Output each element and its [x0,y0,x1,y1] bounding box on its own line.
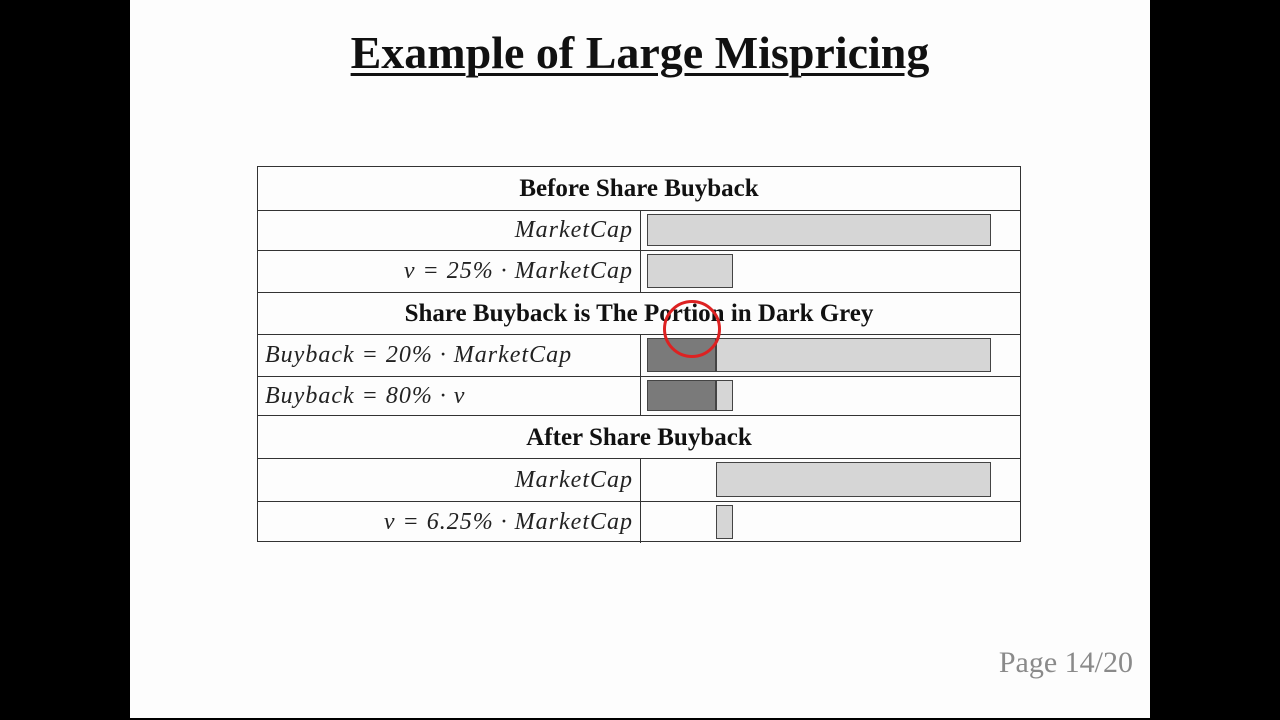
bar-cell [641,211,1020,250]
cursor-highlight-icon [663,300,721,358]
bar-cell [641,502,1020,543]
table-row: Buyback = 80% · v [258,376,1020,415]
bar-cell [641,251,1020,292]
bar-cell [641,459,1020,501]
table-header-row: After Share Buyback [258,415,1020,458]
value-bar-segment [715,505,733,539]
value-bar-segment [715,462,991,497]
row-label: v = 6.25% · MarketCap [258,502,641,543]
table-row: v = 6.25% · MarketCap [258,501,1020,543]
row-label: Buyback = 20% · MarketCap [258,335,641,376]
table-row: Buyback = 20% · MarketCap [258,334,1020,376]
value-bar-segment [715,380,733,411]
table-row: MarketCap [258,458,1020,501]
slide: Example of Large Mispricing Before Share… [130,0,1150,718]
table-header-row: Share Buyback is The Portion in Dark Gre… [258,292,1020,334]
value-bar-segment [647,214,991,246]
row-label: v = 25% · MarketCap [258,251,641,292]
slide-title: Example of Large Mispricing [350,27,930,78]
table-row: MarketCap [258,210,1020,250]
value-bar-segment [647,254,733,288]
table-header-row: Before Share Buyback [519,175,759,202]
buyback-bar-segment [647,380,716,411]
buyback-table: Before Share Buyback MarketCap v = 25% · M… [257,166,1021,543]
page-number: Page 14/20 [998,646,1133,679]
row-label: MarketCap [258,211,641,250]
bar-cell [641,377,1020,415]
table-row: v = 25% · MarketCap [258,250,1020,292]
value-bar-segment [715,338,991,372]
row-label: MarketCap [258,459,641,501]
row-label: Buyback = 80% · v [258,377,641,415]
